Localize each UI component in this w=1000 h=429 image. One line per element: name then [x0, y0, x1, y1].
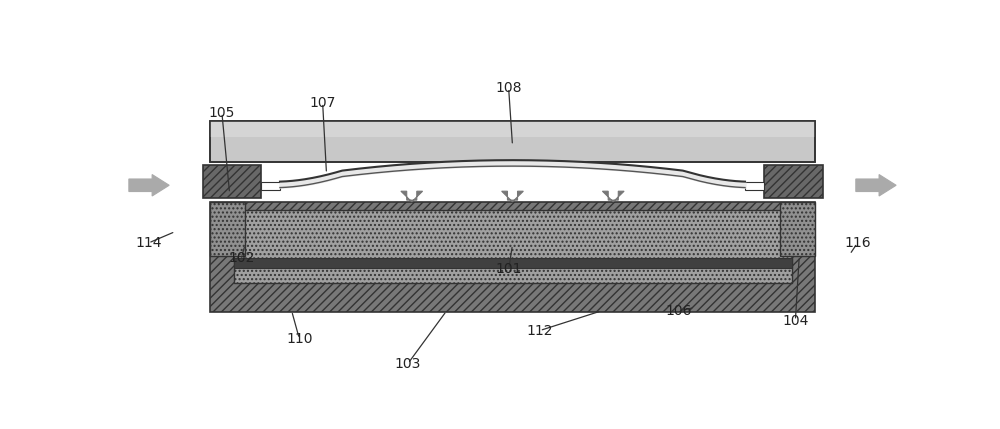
- Text: 104: 104: [782, 314, 809, 328]
- Bar: [210, 202, 815, 312]
- FancyArrow shape: [602, 191, 624, 202]
- Bar: [210, 202, 245, 256]
- Bar: [210, 121, 815, 162]
- Text: 108: 108: [495, 81, 522, 95]
- Bar: [234, 258, 792, 268]
- Bar: [210, 121, 815, 137]
- Bar: [764, 166, 822, 199]
- Bar: [234, 210, 792, 283]
- Text: 112: 112: [526, 323, 553, 338]
- Text: 105: 105: [209, 106, 235, 120]
- Bar: [210, 121, 815, 162]
- Text: 102: 102: [228, 251, 254, 265]
- Bar: [202, 166, 261, 199]
- FancyArrow shape: [856, 175, 896, 196]
- Bar: [261, 182, 280, 190]
- Text: 101: 101: [495, 263, 522, 277]
- Text: 114: 114: [135, 236, 162, 250]
- Bar: [780, 202, 815, 256]
- Text: 107: 107: [309, 96, 336, 110]
- Text: 106: 106: [666, 304, 692, 318]
- Text: 116: 116: [844, 236, 871, 250]
- Text: 110: 110: [286, 332, 313, 346]
- FancyArrow shape: [129, 175, 169, 196]
- Text: 103: 103: [395, 356, 421, 371]
- FancyArrow shape: [401, 191, 423, 202]
- FancyArrow shape: [502, 191, 523, 202]
- Bar: [745, 182, 764, 190]
